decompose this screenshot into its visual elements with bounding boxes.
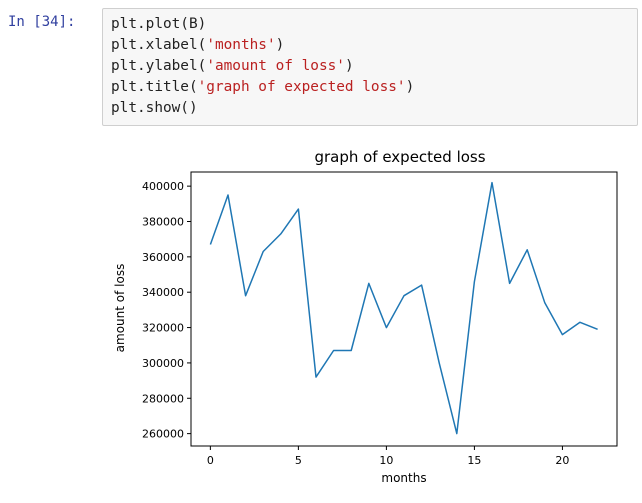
y-tick-label: 300000 <box>142 357 184 370</box>
x-tick-label: 5 <box>295 454 302 467</box>
x-tick-label: 15 <box>467 454 481 467</box>
y-tick-label: 280000 <box>142 392 184 405</box>
code-line: plt.show() <box>111 100 198 116</box>
y-axis-label: amount of loss <box>113 264 127 353</box>
y-tick-label: 340000 <box>142 286 184 299</box>
y-tick-label: 260000 <box>142 428 184 441</box>
code-line: plt.xlabel('months') <box>111 37 285 53</box>
output-plot: graph of expected loss 260000 280000 30000… <box>113 148 618 485</box>
code-line: plt.ylabel('amount of loss') <box>111 58 354 74</box>
y-tick-label: 360000 <box>142 251 184 264</box>
code-cell-input[interactable]: plt.plot(B) plt.xlabel('months') plt.yla… <box>102 8 638 126</box>
y-tick-label: 380000 <box>142 215 184 228</box>
x-tick-label: 20 <box>555 454 569 467</box>
y-tick-label: 400000 <box>142 180 184 193</box>
x-tick-label: 0 <box>207 454 214 467</box>
x-axis-label: months <box>381 471 426 485</box>
x-tick-label: 10 <box>379 454 393 467</box>
code-line: plt.plot(B) <box>111 16 207 32</box>
chart-title: graph of expected loss <box>314 148 485 166</box>
y-tick-label: 320000 <box>142 322 184 335</box>
code-line: plt.title('graph of expected loss') <box>111 79 415 95</box>
axes-frame <box>190 171 618 447</box>
series-line <box>209 181 598 435</box>
cell-prompt: In [34]: <box>8 14 76 30</box>
